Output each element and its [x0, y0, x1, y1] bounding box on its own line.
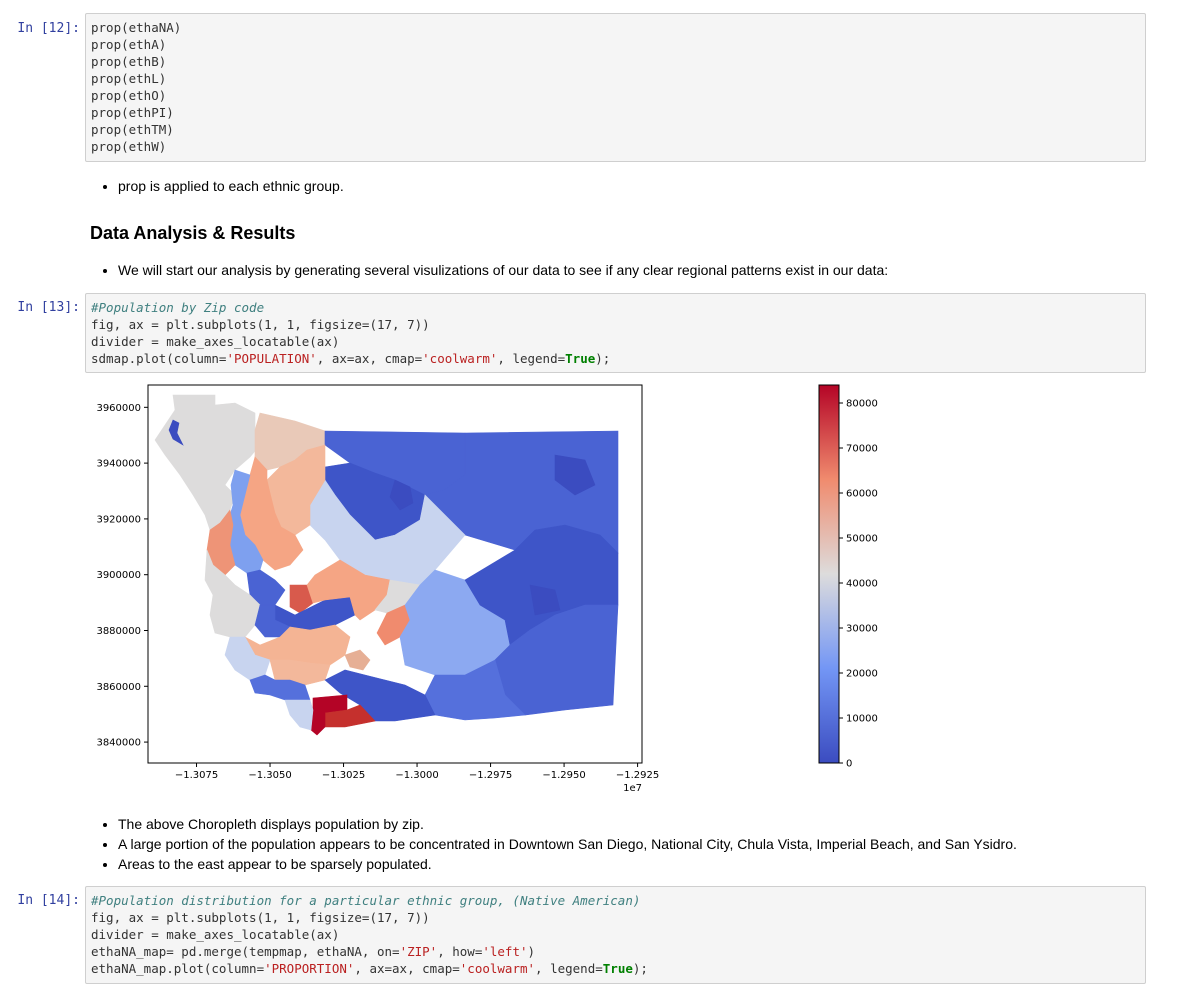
- zip-region: [249, 674, 311, 701]
- code-line: prop(ethaNA): [91, 20, 182, 35]
- zip-region: [217, 599, 238, 626]
- zip-region: [554, 454, 596, 496]
- observation-bullet: A large portion of the population appear…: [118, 834, 1140, 854]
- code-line: ethaNA_map= pd.merge(tempmap, ethaNA, on…: [91, 944, 536, 959]
- y-tick-label: 3960000: [96, 403, 141, 414]
- code-line: prop(ethTM): [91, 122, 174, 137]
- y-tick-label: 3900000: [96, 570, 141, 581]
- colorbar-tick-label: 60000: [846, 489, 878, 500]
- observation-bullet: Areas to the east appear to be sparsely …: [118, 854, 1140, 874]
- cell-prompt-12: In [12]:: [17, 21, 80, 36]
- colorbar-tick-label: 0: [846, 759, 852, 770]
- x-tick-label: −1.2975: [469, 770, 512, 781]
- bullet-start-analysis: We will start our analysis by generating…: [118, 260, 1140, 280]
- observation-bullet: The above Choropleth displays population…: [118, 814, 1140, 834]
- x-tick-label: −1.3050: [248, 770, 291, 781]
- x-tick-label: −1.2925: [616, 770, 659, 781]
- section-heading: Data Analysis & Results: [90, 223, 296, 243]
- colorbar-tick-label: 10000: [846, 714, 878, 725]
- markdown-start-analysis: We will start our analysis by generating…: [90, 260, 1140, 280]
- x-axis: −1.3075 −1.3050 −1.3025 −1.3000 −1.2975 −1.29…: [175, 763, 659, 781]
- code-line: prop(ethPI): [91, 105, 174, 120]
- y-axis: 3960000 3940000 3920000 3900000 3880000 38600…: [96, 403, 148, 749]
- colorbar-axis: 80000 70000 60000 50000 40000 30000 20000 10000…: [839, 399, 878, 770]
- code-line: divider = make_axes_locatable(ax): [91, 927, 340, 942]
- zip-region: [344, 649, 371, 671]
- x-tick-label: −1.3000: [395, 770, 438, 781]
- plot-frame: [147, 384, 643, 764]
- zip-region: [312, 694, 348, 714]
- zip-region: [306, 559, 391, 621]
- zip-region: [424, 659, 526, 721]
- zip-region: [289, 584, 314, 614]
- colorbar-tick-label: 80000: [846, 399, 878, 410]
- choropleth-map: [154, 394, 619, 736]
- observations-list: The above Choropleth displays population…: [90, 814, 1140, 874]
- y-tick-label: 3840000: [96, 738, 141, 749]
- code-line: sdmap.plot(column='POPULATION', ax=ax, c…: [91, 351, 611, 366]
- colorbar-tick-label: 40000: [846, 579, 878, 590]
- x-offset-label: 1e7: [623, 783, 642, 794]
- code-cell-12[interactable]: prop(ethaNA) prop(ethA) prop(ethB) prop(eth…: [85, 13, 1146, 162]
- code-cell-14[interactable]: #Population distribution for a particula…: [85, 886, 1146, 984]
- y-tick-label: 3880000: [96, 626, 141, 637]
- x-tick-label: −1.2950: [542, 770, 585, 781]
- zip-region: [529, 584, 561, 616]
- code-line: ethaNA_map.plot(column='PROPORTION', ax=…: [91, 961, 648, 976]
- zip-region: [284, 699, 314, 731]
- y-tick-label: 3920000: [96, 514, 141, 525]
- code-cell-13[interactable]: #Population by Zip code fig, ax = plt.sub…: [85, 293, 1146, 373]
- code-line: #Population distribution for a particula…: [91, 893, 641, 908]
- markdown-observations: The above Choropleth displays population…: [90, 814, 1140, 874]
- code-line: prop(ethO): [91, 88, 167, 103]
- markdown-heading: Data Analysis & Results: [90, 223, 1140, 243]
- choropleth-output: 3960000 3940000 3920000 3900000 3880000 38600…: [96, 384, 878, 794]
- cell-prompt-13: In [13]:: [17, 300, 80, 315]
- code-line: divider = make_axes_locatable(ax): [91, 334, 340, 349]
- colorbar: [818, 384, 840, 764]
- colorbar-tick-label: 30000: [846, 624, 878, 635]
- colorbar-tick-label: 20000: [846, 669, 878, 680]
- y-tick-label: 3860000: [96, 682, 141, 693]
- x-tick-label: −1.3025: [322, 770, 365, 781]
- markdown-prop-note: prop is applied to each ethnic group.: [90, 176, 1140, 196]
- code-line: fig, ax = plt.subplots(1, 1, figsize=(17…: [91, 317, 430, 332]
- code-line: prop(ethL): [91, 71, 167, 86]
- code-line: prop(ethA): [91, 37, 167, 52]
- zip-region: [324, 669, 436, 722]
- code-line: prop(ethB): [91, 54, 167, 69]
- code-line: fig, ax = plt.subplots(1, 1, figsize=(17…: [91, 910, 430, 925]
- zip-region: [310, 709, 326, 736]
- code-line: prop(ethW): [91, 139, 167, 154]
- colorbar-tick-label: 70000: [846, 444, 878, 455]
- zip-region: [389, 479, 414, 511]
- x-tick-label: −1.3075: [175, 770, 218, 781]
- zip-region: [168, 419, 184, 446]
- bullet-prop: prop is applied to each ethnic group.: [118, 176, 1140, 196]
- zip-region: [309, 479, 466, 586]
- y-tick-label: 3940000: [96, 459, 141, 470]
- code-line: #Population by Zip code: [91, 300, 265, 315]
- cell-prompt-14: In [14]:: [17, 893, 80, 908]
- colorbar-tick-label: 50000: [846, 534, 878, 545]
